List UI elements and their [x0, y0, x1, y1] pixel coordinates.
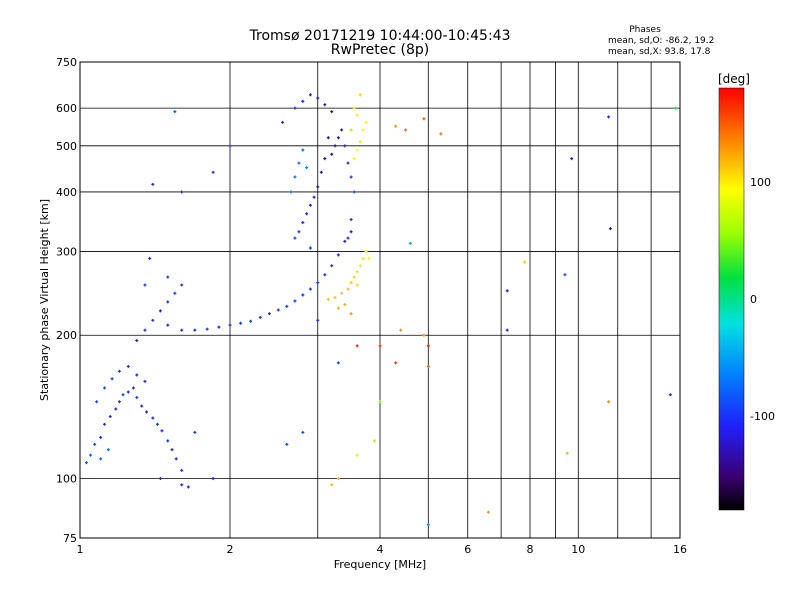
colorbar-label: [deg]: [718, 72, 750, 86]
chart-subtitle: RwPretec (8p): [331, 42, 429, 58]
x-tick-label: 10: [571, 543, 585, 556]
y-tick-label: 200: [56, 329, 77, 342]
colorbar-tick-label: 0: [750, 293, 757, 306]
colorbar-gradient: [718, 87, 745, 511]
y-tick-label: 100: [56, 473, 77, 486]
stats-x-mode: mean, sd,X: 93.8, 17.8: [608, 47, 711, 57]
data-points: [84, 93, 678, 527]
x-tick-label: 2: [227, 543, 234, 556]
colorbar: [deg] 100 0 -100: [718, 72, 775, 511]
colorbar-tick-label: 100: [750, 176, 771, 189]
x-tick-label: 6: [464, 543, 471, 556]
x-axis-label: Frequency [MHz]: [334, 558, 426, 571]
x-tick-label: 4: [377, 543, 384, 556]
y-tick-label: 600: [56, 102, 77, 115]
colorbar-ticks: 100 0 -100: [750, 176, 775, 423]
y-axis-label: Stationary phase Virtual Height [km]: [38, 199, 51, 401]
x-ticks: 1 2 4 6 8 10 16: [77, 543, 688, 556]
x-tick-label: 1: [77, 543, 84, 556]
stats-heading: Phases: [629, 25, 661, 35]
x-tick-label: 8: [527, 543, 534, 556]
y-tick-label: 75: [63, 532, 77, 545]
y-tick-label: 300: [56, 245, 77, 258]
chart-title: Tromsø 20171219 10:44:00-10:45:43: [249, 28, 511, 44]
colorbar-tick-label: -100: [750, 410, 775, 423]
y-tick-label: 750: [56, 56, 77, 69]
grid-lines: [79, 62, 681, 538]
x-tick-label: 16: [673, 543, 687, 556]
stats-o-mode: mean, sd,O: -86.2, 19.2: [608, 36, 714, 46]
y-ticks: 75 100 200 300 400 500 600 750: [56, 56, 77, 545]
y-tick-label: 400: [56, 186, 77, 199]
plot-area: 1 2 4 6 8 10 16 75 100 200 300 400 500 600 750: [56, 56, 687, 556]
y-tick-label: 500: [56, 140, 77, 153]
